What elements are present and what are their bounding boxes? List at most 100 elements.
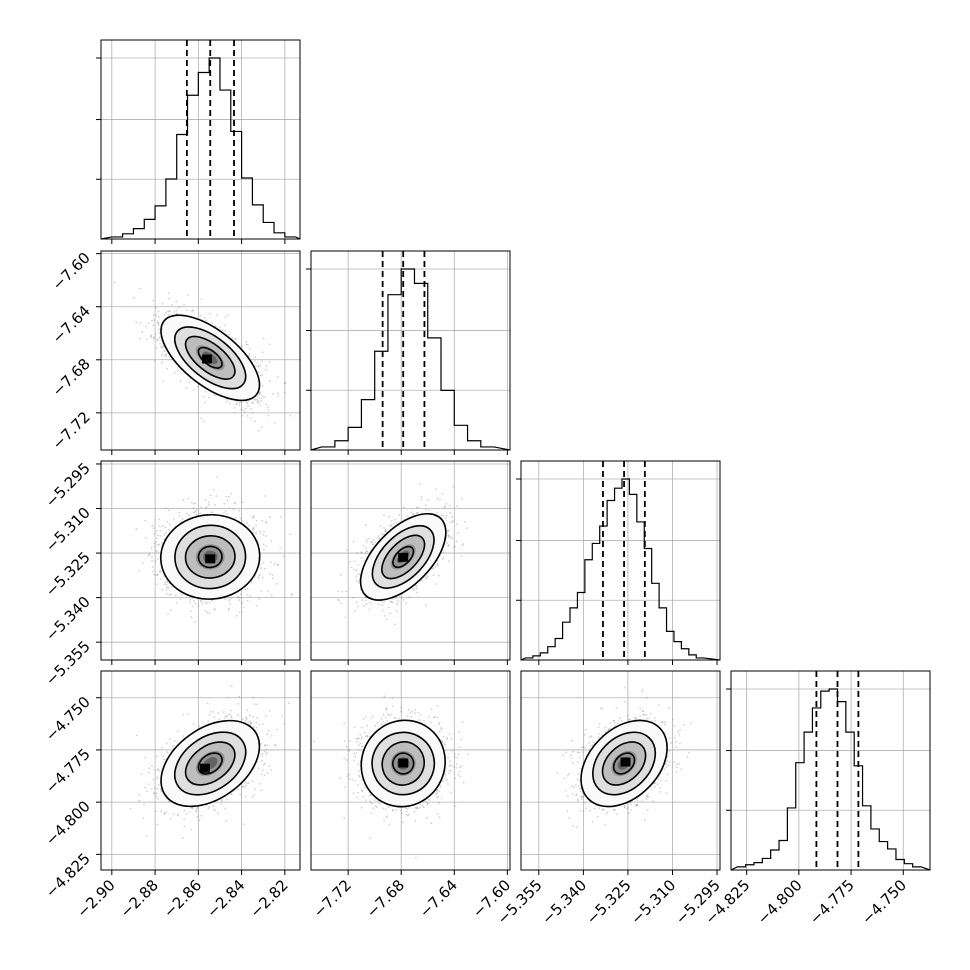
histogram-panel-0 bbox=[96, 39, 301, 244]
sample-point bbox=[166, 520, 168, 523]
sample-point bbox=[270, 594, 273, 597]
sample-point bbox=[204, 401, 206, 404]
sample-point bbox=[388, 525, 391, 528]
sample-point bbox=[154, 333, 157, 335]
sample-point bbox=[400, 597, 403, 599]
sample-point bbox=[377, 535, 380, 537]
sample-point bbox=[451, 519, 454, 522]
sample-point bbox=[157, 573, 159, 575]
sample-point bbox=[259, 364, 262, 366]
sample-point bbox=[204, 601, 207, 603]
sample-point bbox=[157, 320, 159, 323]
sample-point bbox=[192, 503, 195, 505]
sample-point bbox=[251, 516, 254, 518]
sample-point bbox=[158, 518, 161, 521]
sample-point bbox=[161, 361, 163, 364]
sample-point bbox=[273, 422, 276, 424]
sample-point bbox=[157, 310, 160, 313]
sample-point bbox=[392, 523, 395, 525]
histogram-line-1 bbox=[310, 268, 511, 451]
sample-point bbox=[263, 530, 265, 533]
sample-point bbox=[352, 540, 355, 543]
sample-point bbox=[155, 347, 158, 349]
sample-point bbox=[165, 353, 168, 355]
sample-point bbox=[152, 299, 155, 302]
sample-point bbox=[167, 310, 169, 312]
sample-point bbox=[168, 528, 171, 531]
sample-point bbox=[341, 590, 344, 593]
sample-point bbox=[245, 407, 247, 410]
sample-point bbox=[146, 338, 149, 340]
sample-point bbox=[268, 361, 271, 363]
sample-point bbox=[378, 537, 381, 540]
sample-point bbox=[228, 507, 231, 510]
sample-point bbox=[199, 314, 202, 317]
sample-point bbox=[151, 555, 153, 558]
sample-point bbox=[234, 516, 237, 519]
histogram-line-2 bbox=[520, 478, 721, 661]
sample-point bbox=[257, 402, 260, 405]
sample-point bbox=[182, 498, 185, 501]
sample-point bbox=[337, 590, 339, 593]
sample-point bbox=[188, 381, 191, 384]
sample-point bbox=[156, 558, 159, 561]
sample-point bbox=[283, 391, 286, 394]
sample-point bbox=[435, 583, 438, 585]
sample-point bbox=[223, 502, 226, 505]
sample-point bbox=[135, 528, 138, 530]
sample-point bbox=[241, 501, 244, 504]
sample-point bbox=[150, 546, 153, 549]
sample-point bbox=[169, 523, 172, 526]
sample-point bbox=[258, 429, 260, 432]
sample-point bbox=[185, 512, 188, 515]
sample-point bbox=[456, 532, 459, 534]
sample-point bbox=[376, 536, 379, 539]
sample-point bbox=[368, 601, 371, 604]
sample-point bbox=[163, 583, 166, 585]
sample-point bbox=[420, 495, 423, 498]
sample-point bbox=[167, 509, 170, 512]
sample-point bbox=[242, 409, 245, 411]
sample-point bbox=[213, 394, 215, 396]
sample-point bbox=[135, 321, 138, 324]
sample-point bbox=[263, 548, 265, 551]
sample-point bbox=[257, 576, 260, 579]
panel-frame bbox=[310, 250, 511, 451]
sample-point bbox=[357, 572, 360, 575]
sample-point bbox=[432, 574, 435, 577]
sample-point bbox=[159, 342, 162, 345]
sample-point bbox=[199, 512, 202, 515]
sample-point bbox=[152, 324, 155, 327]
sample-point bbox=[391, 525, 393, 528]
sample-point bbox=[197, 604, 200, 607]
sample-point bbox=[246, 593, 249, 596]
sample-point bbox=[255, 524, 258, 527]
sample-point bbox=[153, 336, 155, 339]
sample-point bbox=[208, 612, 211, 615]
sample-point bbox=[233, 407, 236, 409]
sample-point bbox=[156, 583, 159, 586]
sample-point bbox=[234, 501, 237, 504]
sample-point bbox=[211, 322, 214, 324]
sample-point bbox=[187, 294, 190, 296]
sample-point bbox=[190, 501, 193, 504]
sample-point bbox=[239, 593, 242, 596]
sample-point bbox=[449, 511, 452, 514]
sample-point bbox=[361, 599, 364, 602]
sample-point bbox=[277, 392, 280, 395]
sample-point bbox=[159, 577, 162, 580]
density-peak-marker bbox=[201, 354, 212, 364]
sample-point bbox=[256, 362, 259, 364]
sample-point bbox=[381, 609, 384, 612]
sample-point bbox=[279, 515, 282, 518]
sample-point bbox=[251, 402, 254, 404]
sample-point bbox=[355, 569, 358, 572]
sample-point bbox=[179, 380, 182, 383]
sample-point bbox=[248, 348, 251, 350]
sample-point bbox=[185, 387, 188, 390]
sample-point bbox=[265, 545, 268, 547]
sample-point bbox=[381, 604, 384, 607]
sample-point bbox=[345, 590, 348, 593]
sample-point bbox=[211, 511, 214, 513]
sample-point bbox=[200, 417, 203, 420]
